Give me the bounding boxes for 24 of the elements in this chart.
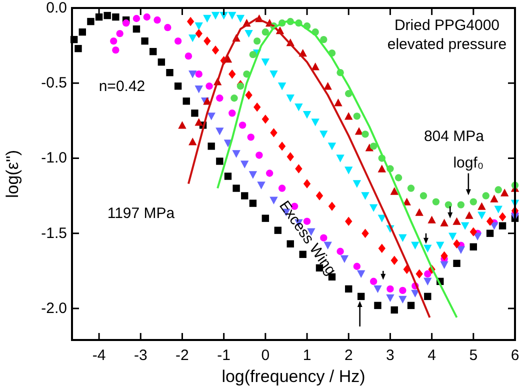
x-axis-title: log(frequency / Hz)	[222, 367, 366, 386]
x-tick-label: 2	[344, 347, 353, 364]
y-tick-label: -0.5	[41, 74, 67, 92]
x-tick-label: 0	[261, 347, 270, 364]
y-axis-title: log(ε'')	[3, 150, 22, 198]
y-tick-label: 0.0	[46, 0, 67, 16]
annotation: 804 MPa	[424, 128, 485, 144]
x-tick-label: -1	[217, 347, 230, 364]
x-tick-label: 6	[510, 347, 520, 364]
x-tick-label: 5	[469, 347, 478, 364]
annotation: n=0.42	[98, 78, 146, 94]
text: Dried PPG4000	[394, 17, 500, 34]
text: elevated pressure	[387, 36, 507, 53]
x-tick-label: 1	[302, 347, 312, 364]
annotation: logf₀	[453, 154, 484, 172]
x-tick-label: 4	[428, 347, 436, 364]
x-tick-label: -3	[134, 347, 148, 364]
annotation: 1197 MPa	[107, 204, 176, 222]
y-tick-label: -2.0	[41, 300, 67, 317]
y-tick-label: -1.5	[41, 224, 67, 242]
x-tick-label: -2	[176, 347, 189, 364]
y-tick-label: -1.0	[41, 150, 67, 167]
x-tick-label: 3	[386, 347, 394, 364]
x-tick-label: -4	[92, 347, 106, 364]
